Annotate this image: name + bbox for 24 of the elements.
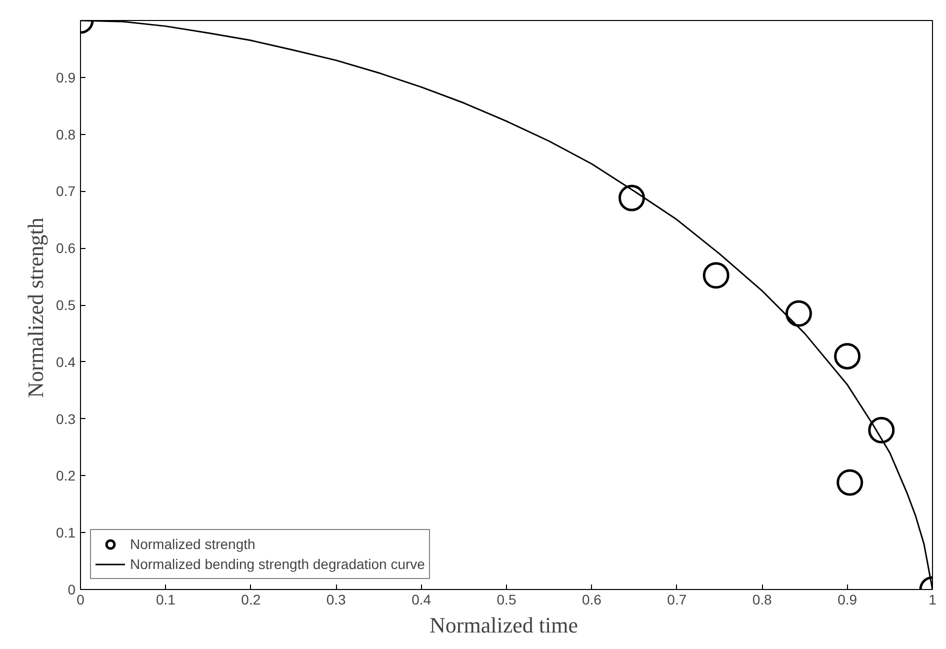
x-tick-label: 0.3 bbox=[326, 592, 346, 608]
x-tick-label: 0.4 bbox=[412, 592, 432, 608]
x-tick-label: 0.1 bbox=[156, 592, 176, 608]
y-tick-label: 0.9 bbox=[56, 69, 76, 86]
y-tick-label: 0.7 bbox=[56, 183, 76, 200]
x-axis-title: Normalized time bbox=[430, 612, 578, 638]
y-tick-label: 0.2 bbox=[56, 468, 76, 484]
x-tick-label: 0.5 bbox=[496, 592, 516, 608]
x-tick-label: 0.7 bbox=[667, 592, 687, 608]
y-tick-label: 0.3 bbox=[56, 410, 76, 427]
y-tick-label: 0.5 bbox=[56, 297, 76, 313]
x-tick-label: 0.2 bbox=[241, 592, 261, 608]
y-axis-title: Normalized strength bbox=[23, 218, 48, 398]
y-tick-label: 0.4 bbox=[56, 354, 76, 370]
legend-label: Normalized bending strength degradation curve bbox=[130, 556, 425, 572]
y-tick-label: 0.6 bbox=[56, 240, 76, 256]
y-tick-label: 0 bbox=[68, 582, 76, 598]
x-tick-label: 1 bbox=[928, 592, 937, 608]
y-tick-label: 0.1 bbox=[56, 524, 76, 541]
legend-label: Normalized strength bbox=[130, 536, 256, 552]
x-tick-label: 0.6 bbox=[582, 592, 602, 608]
x-tick-label: 0.8 bbox=[752, 592, 772, 608]
y-tick-label: 0.8 bbox=[56, 126, 76, 142]
x-tick-label: 0.9 bbox=[838, 592, 858, 608]
